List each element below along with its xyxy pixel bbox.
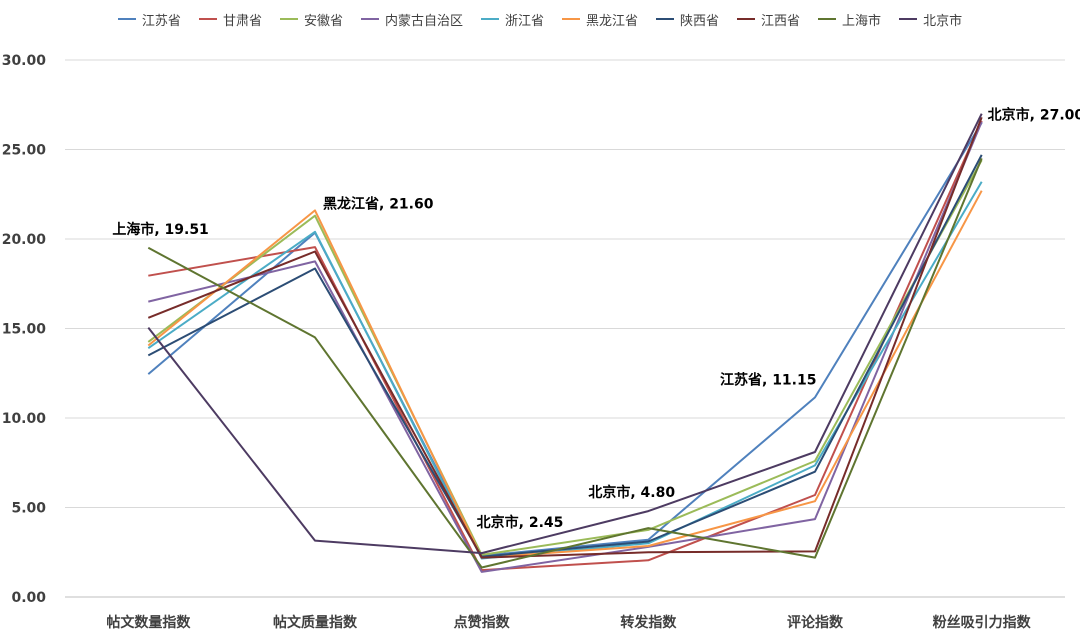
data-label: 北京市, 27.00 xyxy=(988,107,1080,124)
legend-item: 江西省 xyxy=(737,10,800,29)
legend-label: 浙江省 xyxy=(504,13,544,29)
legend-label: 安徽省 xyxy=(303,13,343,29)
legend-swatch xyxy=(562,18,580,20)
legend-label: 上海市 xyxy=(842,13,882,29)
series-line-3 xyxy=(147,159,983,556)
legend-item: 内蒙古自治区 xyxy=(360,10,463,29)
series-line-5 xyxy=(147,181,983,560)
data-label: 江苏省, 11.15 xyxy=(720,371,816,388)
x-tick-label: 转发指数 xyxy=(620,614,677,631)
legend-swatch xyxy=(899,18,918,20)
series-line-1 xyxy=(147,122,983,557)
y-tick-label: 25.00 xyxy=(2,143,47,159)
x-tick-label: 帖文质量指数 xyxy=(273,614,358,631)
legend-label: 北京市 xyxy=(923,13,963,29)
series-line-8 xyxy=(147,116,983,559)
legend-item: 江苏省 xyxy=(117,10,181,29)
y-tick-label: 30.00 xyxy=(2,53,47,69)
legend-swatch xyxy=(818,18,837,20)
series-line-9 xyxy=(147,158,983,569)
legend-item: 安徽省 xyxy=(279,10,343,29)
legend-label: 陕西省 xyxy=(680,13,720,29)
x-tick-label: 点赞指数 xyxy=(454,614,511,631)
series-line-10 xyxy=(147,113,983,555)
y-tick-label: 5.00 xyxy=(11,501,46,517)
legend-item: 陕西省 xyxy=(656,10,719,29)
legend-item: 浙江省 xyxy=(480,10,544,29)
chart-legend: 江苏省 甘肃省 安徽省 内蒙古自治区 浙江省 黑龙江省 陕西省 江西省 上海市 北京市 xyxy=(0,8,1080,30)
data-label: 北京市, 2.45 xyxy=(477,514,564,531)
legend-swatch xyxy=(737,18,756,20)
legend-swatch xyxy=(360,18,379,20)
legend-swatch xyxy=(480,18,499,20)
x-tick-label: 帖文数量指数 xyxy=(106,614,191,631)
legend-label: 江西省 xyxy=(761,13,801,29)
data-label: 黑龙江省, 21.60 xyxy=(323,195,434,212)
series-line-6 xyxy=(147,190,983,559)
legend-item: 上海市 xyxy=(818,10,881,29)
y-tick-label: 0.00 xyxy=(11,590,46,606)
legend-label: 黑龙江省 xyxy=(586,13,639,29)
legend-swatch xyxy=(656,18,675,20)
legend-swatch xyxy=(117,18,136,20)
legend-swatch xyxy=(198,18,217,20)
x-tick-label: 粉丝吸引力指数 xyxy=(933,614,1032,631)
legend-swatch xyxy=(279,18,298,20)
series-line-4 xyxy=(148,121,983,573)
legend-label: 甘肃省 xyxy=(222,13,262,29)
y-tick-label: 10.00 xyxy=(2,411,47,427)
legend-item: 甘肃省 xyxy=(198,10,262,29)
legend-label: 内蒙古自治区 xyxy=(384,13,463,29)
y-tick-label: 20.00 xyxy=(2,232,47,248)
series-line-2 xyxy=(148,120,983,572)
data-label: 上海市, 19.51 xyxy=(112,221,208,238)
y-tick-label: 15.00 xyxy=(2,322,47,338)
legend-item: 北京市 xyxy=(899,10,962,29)
legend-label: 江苏省 xyxy=(141,13,181,29)
series-line-7 xyxy=(147,154,983,558)
data-label: 北京市, 4.80 xyxy=(588,484,675,501)
x-tick-label: 评论指数 xyxy=(787,614,844,631)
legend-item: 黑龙江省 xyxy=(562,10,638,29)
